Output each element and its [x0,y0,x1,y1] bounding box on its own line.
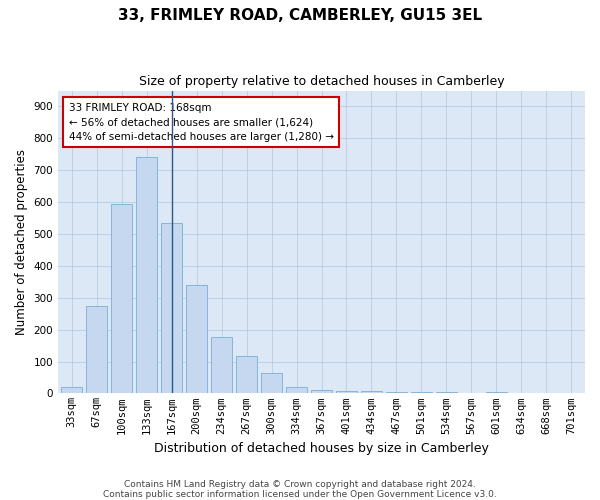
Bar [236,356,257,394]
Text: 33, FRIMLEY ROAD, CAMBERLEY, GU15 3EL: 33, FRIMLEY ROAD, CAMBERLEY, GU15 3EL [118,8,482,22]
Bar [111,204,133,394]
X-axis label: Distribution of detached houses by size in Camberley: Distribution of detached houses by size … [154,442,489,455]
Bar [361,392,382,394]
Text: Contains HM Land Registry data © Crown copyright and database right 2024.
Contai: Contains HM Land Registry data © Crown c… [103,480,497,499]
Bar [286,387,307,394]
Bar [211,336,232,394]
Bar [386,392,407,394]
Bar [161,223,182,394]
Bar [486,392,507,394]
Bar [436,392,457,394]
Bar [311,390,332,394]
Y-axis label: Number of detached properties: Number of detached properties [15,149,28,335]
Bar [336,391,357,394]
Bar [261,372,282,394]
Bar [186,285,207,394]
Text: 33 FRIMLEY ROAD: 168sqm
← 56% of detached houses are smaller (1,624)
44% of semi: 33 FRIMLEY ROAD: 168sqm ← 56% of detache… [68,102,334,142]
Bar [411,392,432,394]
Bar [61,387,82,394]
Bar [136,158,157,394]
Bar [86,306,107,394]
Title: Size of property relative to detached houses in Camberley: Size of property relative to detached ho… [139,75,505,88]
